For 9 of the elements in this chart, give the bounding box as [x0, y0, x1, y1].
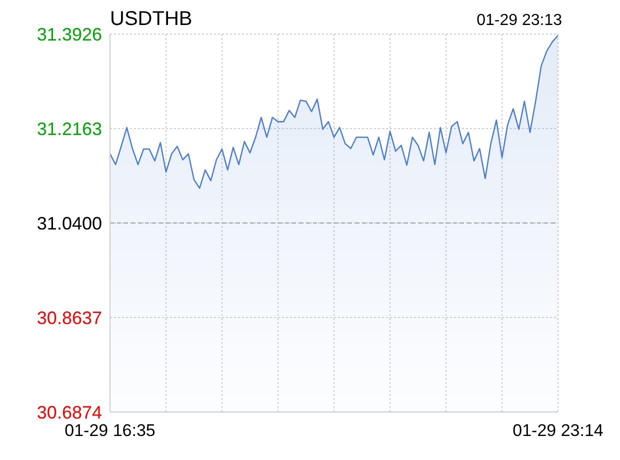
x-tick-label: 01-29 23:14: [512, 421, 604, 440]
text: 01-29 23:13: [476, 12, 562, 30]
y-tick-label: 31.3926: [36, 24, 102, 44]
y-tick-label: 30.8637: [36, 308, 102, 328]
y-tick-label: 31.2163: [36, 118, 102, 139]
y-tick-label: 31.0400: [36, 213, 102, 234]
x-tick-label: 01-29 16:35: [64, 421, 156, 440]
y-tick-label: 30.6874: [36, 402, 102, 422]
chart-title: USDTHB: [110, 8, 192, 31]
